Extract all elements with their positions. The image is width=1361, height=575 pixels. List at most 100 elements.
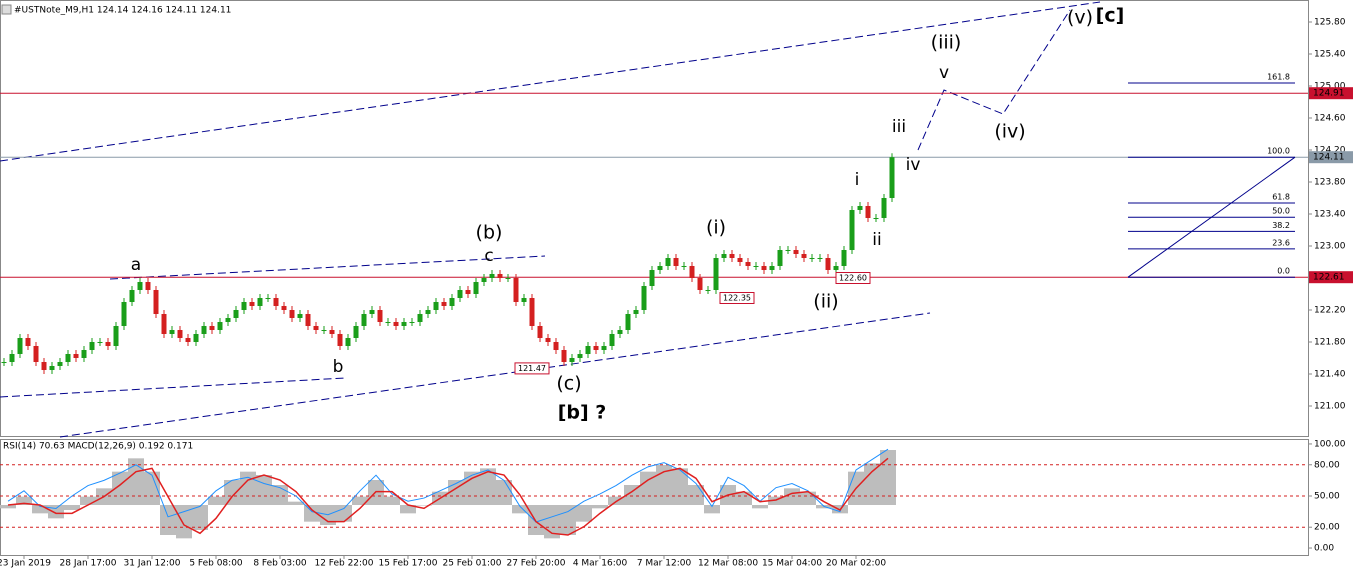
candle <box>273 298 279 306</box>
x-tick-label: 4 Mar 16:00 <box>573 559 628 569</box>
candle <box>201 326 207 334</box>
macd-bar <box>16 496 32 505</box>
candle <box>257 298 263 306</box>
macd-bar <box>336 505 352 522</box>
candle <box>777 250 783 266</box>
x-tick-label: 15 Mar 04:00 <box>762 559 822 569</box>
price-line-label: 122.61 <box>1313 273 1345 283</box>
macd-bar <box>48 505 64 519</box>
macd-bar <box>128 458 144 505</box>
candle <box>801 254 807 258</box>
wave-label: a <box>131 255 141 275</box>
candle <box>145 282 151 290</box>
candle <box>609 334 615 346</box>
candle <box>649 270 655 286</box>
candle <box>793 250 799 254</box>
macd-bar <box>592 505 608 509</box>
candle <box>137 282 143 290</box>
fib-level-label: 61.8 <box>1272 193 1290 202</box>
candle <box>889 157 895 198</box>
macd-bar <box>672 468 688 505</box>
candle <box>185 338 191 342</box>
price-line-box <box>1309 271 1353 284</box>
candle <box>785 250 791 251</box>
macd-bar <box>288 501 304 505</box>
candle <box>177 330 183 338</box>
macd-bar <box>640 471 656 505</box>
y-tick-label: 121.80 <box>1314 338 1346 348</box>
candle <box>297 314 303 318</box>
macd-bar <box>400 505 416 514</box>
indicator-y-tick-label: 100.00 <box>1314 439 1346 449</box>
candle <box>513 278 519 302</box>
candle <box>241 302 247 310</box>
candle <box>697 278 703 290</box>
candle <box>249 302 255 306</box>
wave-label: (i) <box>706 217 726 239</box>
candle <box>585 346 591 354</box>
y-tick-label: 121.00 <box>1314 402 1346 412</box>
macd-bar <box>736 491 752 505</box>
wave-label: [c] <box>1096 5 1125 27</box>
y-tick-label: 123.00 <box>1314 242 1346 252</box>
candle <box>545 338 551 342</box>
candle <box>873 218 879 219</box>
candle <box>809 258 815 259</box>
rsi-line <box>7 448 889 523</box>
candle <box>673 258 679 266</box>
candle <box>329 330 335 334</box>
candle <box>481 278 487 282</box>
candle <box>289 310 295 318</box>
candle <box>217 322 223 330</box>
wave-label: c <box>484 246 493 266</box>
candle <box>625 314 631 330</box>
macd-bar <box>0 505 16 509</box>
wave-label: ii <box>872 230 881 250</box>
indicator-y-tick-label: 80.00 <box>1314 460 1340 470</box>
candle <box>281 306 287 310</box>
candle <box>401 322 407 326</box>
candle <box>681 266 687 267</box>
wave-label: (v) <box>1067 7 1093 29</box>
candle <box>497 274 503 278</box>
wave-label: (ii) <box>813 291 838 313</box>
y-tick-label: 125.40 <box>1314 50 1346 60</box>
signal-line <box>7 457 889 536</box>
candle <box>73 354 79 358</box>
indicator-y-tick-label: 20.00 <box>1314 523 1340 533</box>
macd-bar <box>656 465 672 505</box>
price-line-box <box>1309 151 1353 164</box>
candle <box>705 290 711 291</box>
wave-label: i <box>855 170 860 190</box>
macd-bar <box>416 505 432 506</box>
candle <box>737 258 743 262</box>
candle <box>825 258 831 270</box>
macd-bar <box>304 505 320 522</box>
macd-bar <box>112 471 128 505</box>
fib-level-label: 23.6 <box>1272 238 1290 247</box>
candle <box>129 290 135 302</box>
wave-label: (iv) <box>994 121 1025 143</box>
x-tick-label: 15 Feb 17:00 <box>378 559 437 569</box>
price-label: 121.47 <box>518 364 546 373</box>
candle <box>425 310 431 314</box>
macd-bar <box>624 485 640 505</box>
macd-bar <box>688 485 704 505</box>
candle <box>65 354 71 362</box>
candle <box>753 266 759 267</box>
x-tick-label: 20 Mar 02:00 <box>826 559 886 569</box>
candle <box>17 338 23 354</box>
candle <box>153 290 159 314</box>
candle <box>689 266 695 278</box>
fib-level-label: 100.0 <box>1267 147 1290 156</box>
candle <box>881 198 887 218</box>
macd-bar <box>256 475 272 505</box>
candle <box>457 290 463 298</box>
candle <box>9 354 15 362</box>
trend-lines <box>0 1 1101 438</box>
candle <box>337 334 343 346</box>
main-panel-border <box>0 0 1309 437</box>
b-wave-line <box>109 255 546 280</box>
symbol-icon <box>1 4 12 15</box>
candle <box>169 330 175 334</box>
